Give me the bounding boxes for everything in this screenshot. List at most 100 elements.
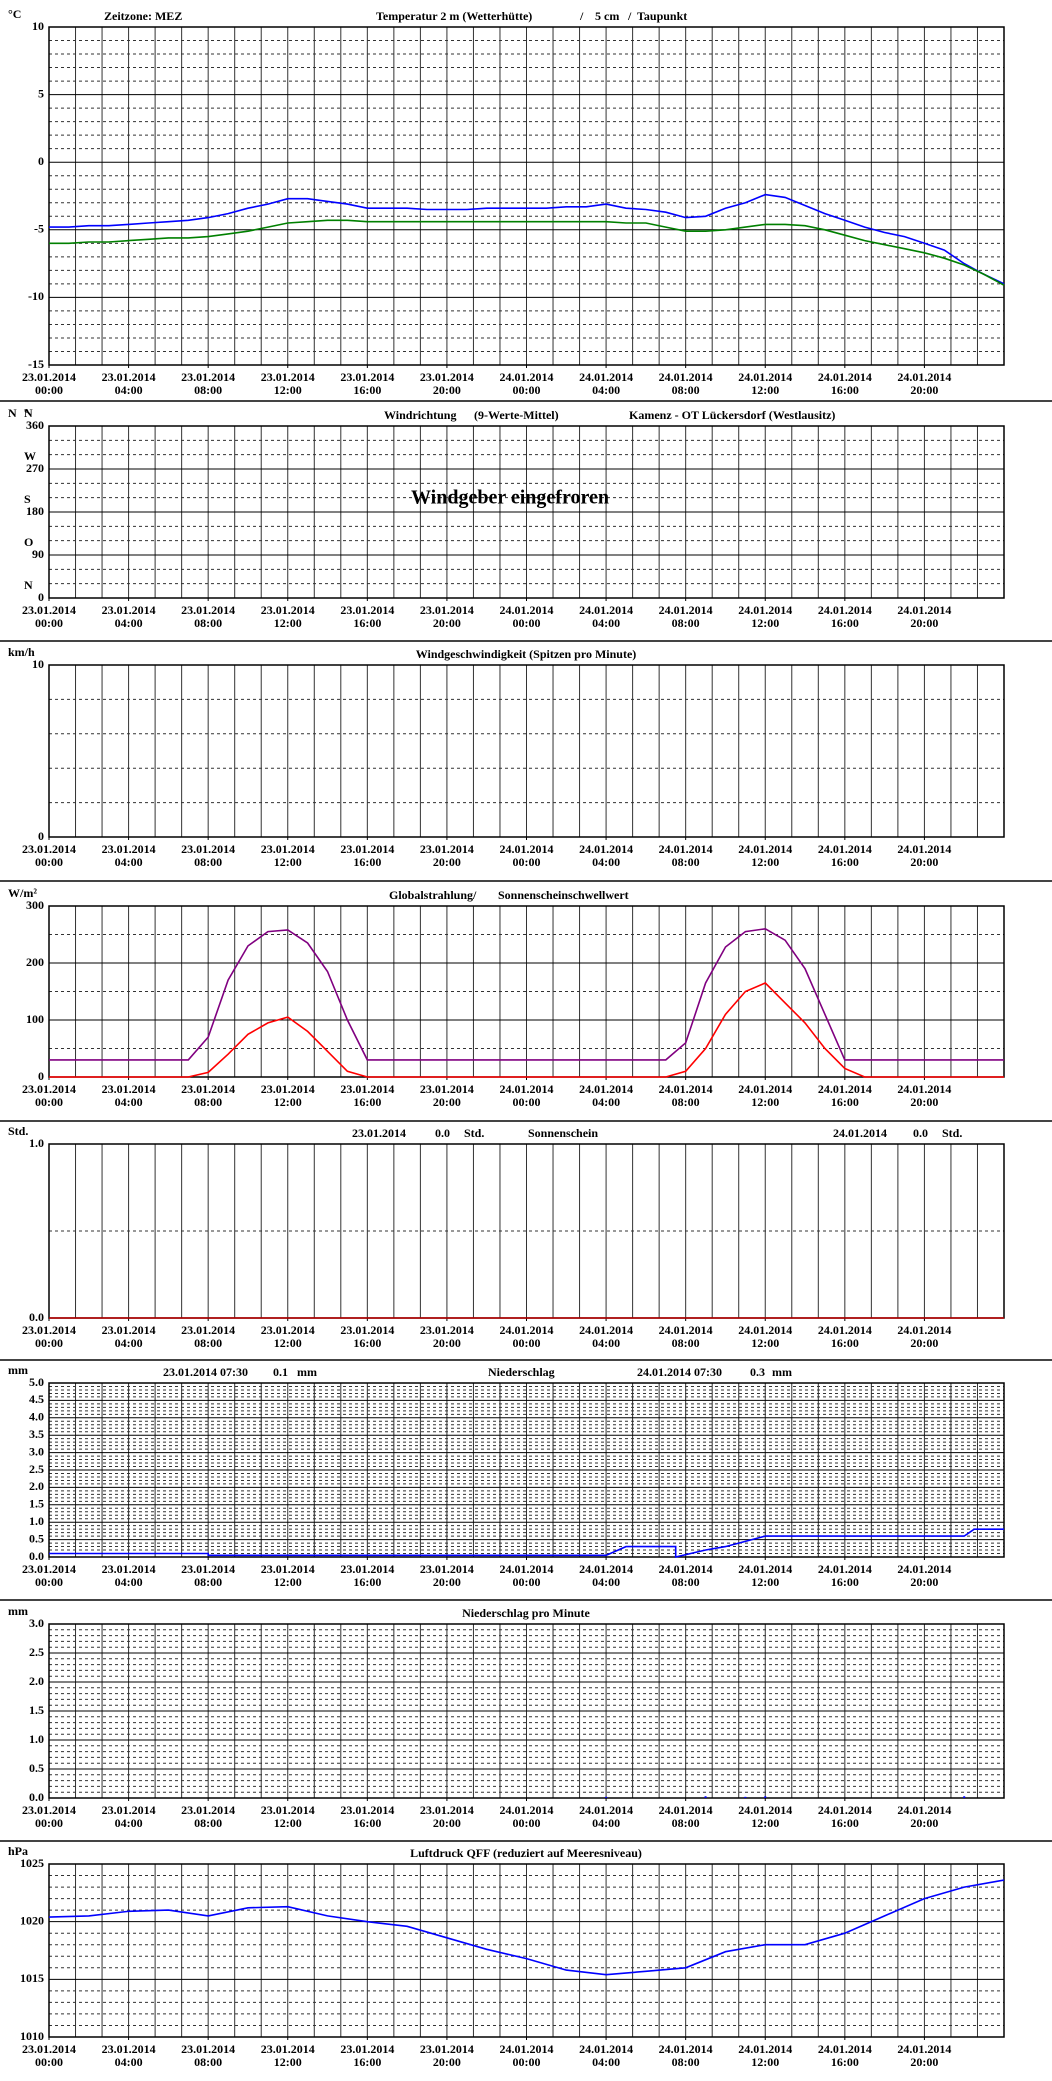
- data-line: [48, 1879, 1005, 1976]
- x-tick-time: 00:00: [35, 1816, 63, 1830]
- x-tick-label: 24.01.2014: [659, 603, 713, 617]
- x-tick-time: 00:00: [35, 1575, 63, 1589]
- unit-label: mm: [8, 1363, 28, 1377]
- x-tick-time: 00:00: [35, 2055, 63, 2069]
- y-tick-label: 3.5: [29, 1427, 44, 1441]
- x-tick-time: 16:00: [353, 1095, 381, 1109]
- x-tick-time: 12:00: [274, 1095, 302, 1109]
- x-tick-time: 20:00: [433, 1816, 461, 1830]
- x-tick-time: 12:00: [751, 855, 779, 869]
- x-tick-label: 23.01.2014: [102, 603, 156, 617]
- x-tick-label: 24.01.2014: [659, 842, 713, 856]
- y-tick-label: 0: [38, 1069, 44, 1083]
- x-tick-label: 23.01.2014: [261, 842, 315, 856]
- header-text: Niederschlag: [488, 1365, 555, 1379]
- y-tick-label: 3.0: [29, 1444, 44, 1458]
- header-text: Kamenz - OT Lückersdorf (Westlausitz): [629, 408, 835, 422]
- x-tick-label: 23.01.2014: [420, 1562, 474, 1576]
- y-tick-label: 0: [38, 590, 44, 604]
- x-tick-label: 24.01.2014: [897, 1082, 951, 1096]
- x-tick-time: 16:00: [353, 1816, 381, 1830]
- compass-label: N: [24, 578, 33, 592]
- x-tick-time: 16:00: [831, 855, 859, 869]
- x-tick-label: 23.01.2014: [22, 1323, 76, 1337]
- header-text: Taupunkt: [637, 9, 687, 23]
- x-tick-time: 00:00: [513, 1816, 541, 1830]
- header-text: Niederschlag pro Minute: [462, 1606, 590, 1620]
- x-tick-time: 20:00: [433, 1336, 461, 1350]
- unit-label: °: [24, 406, 29, 420]
- x-tick-label: 24.01.2014: [818, 603, 872, 617]
- data-line: [49, 1528, 1004, 1559]
- x-tick-time: 12:00: [274, 2055, 302, 2069]
- x-tick-label: 23.01.2014: [340, 370, 394, 384]
- x-tick-time: 20:00: [433, 383, 461, 397]
- x-tick-time: 16:00: [831, 1816, 859, 1830]
- x-tick-label: 23.01.2014: [340, 1323, 394, 1337]
- x-tick-label: 23.01.2014: [340, 603, 394, 617]
- header-text: 0.3: [750, 1365, 765, 1379]
- y-tick-label: 1.0: [29, 1732, 44, 1746]
- x-tick-time: 04:00: [592, 855, 620, 869]
- x-tick-time: 12:00: [751, 1816, 779, 1830]
- header-text: Windgeschwindigkeit (Spitzen pro Minute): [416, 647, 637, 661]
- y-tick-label: 0.0: [29, 1549, 44, 1563]
- x-tick-label: 24.01.2014: [579, 2042, 633, 2056]
- x-tick-time: 04:00: [115, 855, 143, 869]
- x-tick-time: 20:00: [910, 1336, 938, 1350]
- x-tick-label: 23.01.2014: [22, 1082, 76, 1096]
- x-tick-time: 16:00: [831, 1575, 859, 1589]
- y-tick-label: 180: [26, 504, 44, 518]
- y-tick-label: 1010: [20, 2029, 44, 2043]
- x-tick-time: 08:00: [672, 616, 700, 630]
- compass-label: O: [24, 535, 33, 549]
- x-tick-time: 12:00: [751, 383, 779, 397]
- x-tick-time: 08:00: [672, 383, 700, 397]
- x-tick-label: 23.01.2014: [181, 1082, 235, 1096]
- x-tick-label: 23.01.2014: [181, 1323, 235, 1337]
- y-tick-label: 0.0: [29, 1790, 44, 1804]
- x-tick-label: 23.01.2014: [420, 2042, 474, 2056]
- y-tick-label: 270: [26, 461, 44, 475]
- x-tick-time: 08:00: [194, 1575, 222, 1589]
- unit-label: °C: [8, 7, 21, 21]
- x-tick-label: 23.01.2014: [22, 603, 76, 617]
- x-tick-time: 00:00: [35, 1336, 63, 1350]
- x-tick-time: 12:00: [274, 855, 302, 869]
- x-tick-time: 12:00: [751, 1575, 779, 1589]
- x-tick-label: 24.01.2014: [738, 1082, 792, 1096]
- header-text: Sonnenscheinschwellwert: [498, 888, 629, 902]
- header-text: Luftdruck QFF (reduziert auf Meeresnivea…: [410, 1846, 642, 1860]
- x-tick-time: 12:00: [751, 1095, 779, 1109]
- x-tick-label: 24.01.2014: [738, 842, 792, 856]
- x-tick-time: 08:00: [672, 855, 700, 869]
- x-tick-label: 24.01.2014: [500, 842, 554, 856]
- x-tick-label: 23.01.2014: [420, 1803, 474, 1817]
- x-tick-label: 24.01.2014: [500, 1323, 554, 1337]
- x-tick-time: 12:00: [751, 2055, 779, 2069]
- compass-label: W: [24, 449, 36, 463]
- y-tick-label: 0: [38, 154, 44, 168]
- x-tick-time: 12:00: [274, 616, 302, 630]
- y-tick-label: 1.0: [29, 1136, 44, 1150]
- y-tick-label: 2.0: [29, 1674, 44, 1688]
- x-tick-label: 23.01.2014: [420, 1082, 474, 1096]
- data-line: [49, 982, 1004, 1078]
- x-tick-time: 04:00: [592, 1816, 620, 1830]
- x-tick-label: 23.01.2014: [261, 1323, 315, 1337]
- x-tick-time: 04:00: [592, 383, 620, 397]
- x-tick-time: 08:00: [672, 1336, 700, 1350]
- x-tick-time: 04:00: [592, 1575, 620, 1589]
- unit-label: hPa: [8, 1844, 28, 1858]
- x-tick-label: 23.01.2014: [102, 1803, 156, 1817]
- y-tick-label: 3.0: [29, 1616, 44, 1630]
- y-tick-label: 4.5: [29, 1392, 44, 1406]
- x-tick-time: 00:00: [513, 383, 541, 397]
- x-tick-label: 23.01.2014: [340, 1803, 394, 1817]
- x-tick-time: 20:00: [910, 1095, 938, 1109]
- x-tick-label: 24.01.2014: [818, 1082, 872, 1096]
- x-tick-label: 24.01.2014: [500, 370, 554, 384]
- x-tick-label: 23.01.2014: [261, 370, 315, 384]
- header-text: 5 cm: [595, 9, 619, 23]
- x-tick-label: 24.01.2014: [659, 1082, 713, 1096]
